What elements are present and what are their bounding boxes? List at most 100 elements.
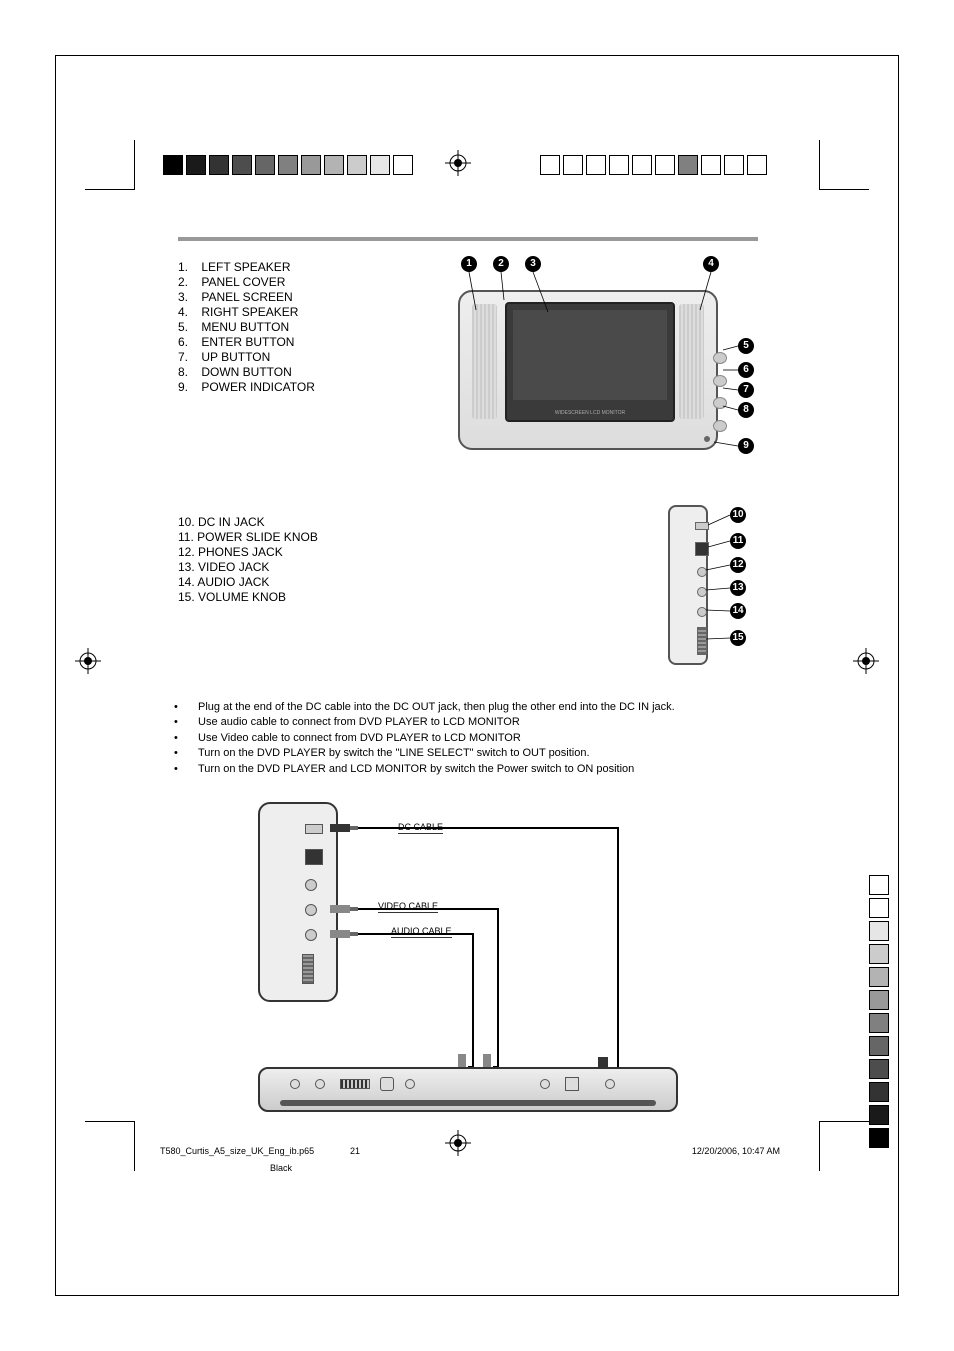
crop-mark [819,1121,869,1171]
list-item: 14. AUDIO JACK [178,575,428,590]
color-swatch [540,155,560,175]
footer-date: 12/20/2006, 10:47 AM [692,1146,780,1156]
registration-mark-icon [445,150,471,176]
page-footer: T580_Curtis_A5_size_UK_Eng_ib.p65 21 12/… [160,1146,780,1156]
video-cable-label: VIDEO CABLE [378,901,438,913]
color-swatch [324,155,344,175]
color-swatch [563,155,583,175]
list-item: 3. PANEL SCREEN [178,290,428,305]
dvd-slider-icon [340,1079,370,1089]
list-item: 5. MENU BUTTON [178,320,428,335]
callout-5: 5 [738,338,754,354]
color-swatch [869,1105,889,1125]
lcd-monitor-front-diagram: 1 2 3 4 5 6 7 8 9 WIDESCREEN LCD MONITOR [448,260,758,460]
footer-filename: T580_Curtis_A5_size_UK_Eng_ib.p65 [160,1146,314,1156]
color-swatch [869,898,889,918]
color-swatch [869,875,889,895]
list-item: 12. PHONES JACK [178,545,428,560]
instruction-item: Use audio cable to connect from DVD PLAY… [178,715,758,730]
monitor-screen: WIDESCREEN LCD MONITOR [505,302,675,422]
dvd-control-icon [315,1079,325,1089]
color-swatch [869,921,889,941]
list-item: 2. PANEL COVER [178,275,428,290]
list-item: 7. UP BUTTON [178,350,428,365]
color-swatch [232,155,252,175]
color-swatch [609,155,629,175]
callout-7: 7 [738,382,754,398]
connection-diagram: DC CABLE VIDEO CABLE AUDIO CABLE [258,792,678,1112]
lcd-monitor-side-diagram: 10 11 12 13 14 15 [658,495,758,675]
callout-4: 4 [703,256,719,272]
callout-9: 9 [738,438,754,454]
color-swatch [655,155,675,175]
left-speaker-icon [472,304,497,419]
registration-mark-icon [853,648,879,674]
registration-mark-icon [75,648,101,674]
list-item: 1. LEFT SPEAKER [178,260,428,275]
color-swatch [724,155,744,175]
footer-ink: Black [270,1163,292,1173]
dvd-switch-icon [565,1077,579,1091]
color-bar [869,875,889,1151]
color-swatch [186,155,206,175]
color-swatch [632,155,652,175]
color-swatch [370,155,390,175]
dvd-control-icon [405,1079,415,1089]
menu-button-icon [713,352,727,364]
cables-svg [258,792,678,1112]
parts-list-2: 10. DC IN JACK11. POWER SLIDE KNOB12. PH… [178,515,428,675]
list-item: 11. POWER SLIDE KNOB [178,530,428,545]
section-rule [178,237,758,241]
instruction-item: Turn on the DVD PLAYER by switch the "LI… [178,746,758,761]
power-led-icon [704,436,710,442]
color-swatch [586,155,606,175]
color-swatch [255,155,275,175]
color-swatch [163,155,183,175]
color-swatch [301,155,321,175]
monitor-body: WIDESCREEN LCD MONITOR [458,290,718,450]
color-swatch [869,1128,889,1148]
dc-cable-label: DC CABLE [398,822,443,834]
callout-2: 2 [493,256,509,272]
color-bar [163,155,416,175]
color-swatch [869,1082,889,1102]
enter-button-icon [713,375,727,387]
list-item: 8. DOWN BUTTON [178,365,428,380]
instruction-item: Turn on the DVD PLAYER and LCD MONITOR b… [178,762,758,777]
color-bar [540,155,770,175]
instruction-item: Plug at the end of the DC cable into the… [178,700,758,715]
callout-8: 8 [738,402,754,418]
color-swatch [869,944,889,964]
color-swatch [869,990,889,1010]
dvd-player-body [258,1067,678,1112]
instructions-list: Plug at the end of the DC cable into the… [178,700,758,777]
dvd-control-icon [290,1079,300,1089]
callout-1: 1 [461,256,477,272]
color-swatch [678,155,698,175]
audio-cable-label: AUDIO CABLE [391,926,452,938]
color-swatch [747,155,767,175]
color-swatch [869,1013,889,1033]
leader-lines [658,495,758,675]
callout-6: 6 [738,362,754,378]
list-item: 6. ENTER BUTTON [178,335,428,350]
parts-list-1: 1. LEFT SPEAKER2. PANEL COVER3. PANEL SC… [178,260,428,460]
dvd-control-icon [540,1079,550,1089]
list-item: 9. POWER INDICATOR [178,380,428,395]
color-swatch [278,155,298,175]
crop-mark [85,1121,135,1171]
list-item: 4. RIGHT SPEAKER [178,305,428,320]
list-item: 10. DC IN JACK [178,515,428,530]
color-swatch [869,967,889,987]
color-swatch [393,155,413,175]
crop-mark [819,140,869,190]
side-buttons [716,347,724,437]
callout-3: 3 [525,256,541,272]
color-swatch [869,1036,889,1056]
right-speaker-icon [679,304,704,419]
screen-label: WIDESCREEN LCD MONITOR [507,410,673,416]
down-button-icon [713,420,727,432]
crop-mark [85,140,135,190]
dvd-control-icon [605,1079,615,1089]
disc-slot-icon [280,1100,656,1106]
